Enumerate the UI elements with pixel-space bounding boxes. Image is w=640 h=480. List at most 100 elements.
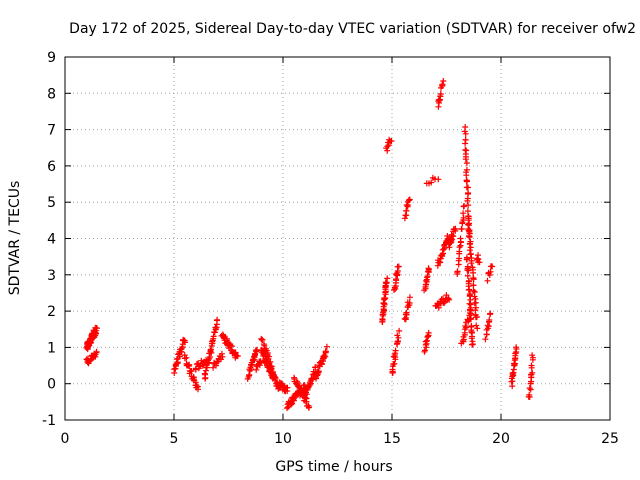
data-point <box>482 336 489 343</box>
data-point <box>469 329 476 336</box>
data-point <box>406 294 413 301</box>
data-point <box>428 179 435 186</box>
y-tick-label: 4 <box>47 232 56 248</box>
data-point <box>183 354 190 361</box>
data-point <box>513 344 520 351</box>
data-point <box>232 349 239 356</box>
data-point <box>484 277 491 284</box>
data-point <box>466 240 473 247</box>
data-point <box>473 322 480 329</box>
data-point <box>446 244 453 251</box>
data-point <box>470 276 477 283</box>
data-point <box>257 359 264 366</box>
data-point <box>489 263 496 270</box>
data-point <box>469 341 476 348</box>
data-point <box>391 360 398 367</box>
y-tick-label: -1 <box>42 413 56 429</box>
data-point <box>214 317 220 324</box>
data-point <box>435 176 442 183</box>
data-point <box>470 287 477 294</box>
data-points <box>83 78 536 412</box>
data-point <box>406 196 413 203</box>
data-point <box>509 369 516 376</box>
data-point <box>284 388 291 394</box>
data-point <box>455 257 462 264</box>
data-point <box>466 312 473 319</box>
data-point <box>396 327 403 334</box>
data-point <box>259 337 266 343</box>
data-point <box>467 307 474 314</box>
data-point <box>529 352 536 359</box>
data-point <box>425 332 432 339</box>
data-point <box>258 335 265 342</box>
data-point <box>466 286 473 293</box>
data-point <box>395 334 402 341</box>
y-tick-label: 6 <box>47 159 56 175</box>
data-point <box>202 371 209 378</box>
data-point <box>395 263 402 270</box>
data-point <box>192 366 199 373</box>
data-point <box>195 386 201 393</box>
data-point <box>462 140 469 147</box>
data-point <box>312 364 319 371</box>
data-point <box>379 317 386 323</box>
axis-ticks: 0 5 10 15 20 25 -1 0 1 2 3 4 5 6 7 8 9 <box>42 50 619 447</box>
y-tick-label: 2 <box>47 304 56 320</box>
data-point <box>458 226 465 232</box>
x-tick-label: 25 <box>601 431 619 447</box>
data-point <box>422 347 428 354</box>
data-point <box>487 268 494 275</box>
data-point <box>464 272 471 279</box>
data-point <box>268 363 275 370</box>
data-point <box>392 347 399 354</box>
data-point <box>385 142 392 149</box>
data-point <box>486 272 493 278</box>
data-point <box>381 301 388 308</box>
data-point <box>403 309 410 316</box>
data-point <box>463 324 470 331</box>
data-point <box>466 300 473 307</box>
data-point <box>188 368 195 374</box>
data-point <box>487 310 494 317</box>
y-tick-label: 5 <box>47 195 56 211</box>
data-point <box>527 386 534 393</box>
data-point <box>460 203 467 210</box>
data-point <box>457 235 464 242</box>
data-point <box>452 227 459 234</box>
data-point <box>465 202 472 209</box>
x-axis-label: GPS time / hours <box>275 459 392 475</box>
data-point <box>446 296 453 303</box>
data-point <box>423 277 430 284</box>
data-point <box>270 375 277 382</box>
data-point <box>464 178 470 185</box>
y-tick-label: 1 <box>47 340 56 356</box>
data-point <box>526 391 533 398</box>
data-point <box>246 371 252 378</box>
x-tick-label: 15 <box>383 431 401 447</box>
data-point <box>464 256 471 262</box>
data-point <box>93 348 100 355</box>
data-point <box>470 269 477 276</box>
y-tick-label: 0 <box>47 377 56 393</box>
y-tick-label: 8 <box>47 86 56 102</box>
data-point <box>304 385 311 392</box>
data-point <box>465 227 472 234</box>
data-point <box>467 301 474 308</box>
data-point <box>443 292 450 299</box>
data-point <box>465 184 471 191</box>
data-point <box>207 346 214 353</box>
data-point <box>391 287 397 293</box>
data-point <box>476 259 483 266</box>
data-point <box>466 234 473 241</box>
data-point <box>303 391 310 398</box>
data-point <box>462 156 469 163</box>
data-point <box>465 267 472 274</box>
data-point <box>305 404 312 411</box>
data-point <box>462 130 469 137</box>
data-point <box>384 143 391 150</box>
data-point <box>440 250 447 257</box>
data-point <box>403 207 410 214</box>
data-point <box>181 337 188 344</box>
y-tick-label: 9 <box>47 50 56 66</box>
